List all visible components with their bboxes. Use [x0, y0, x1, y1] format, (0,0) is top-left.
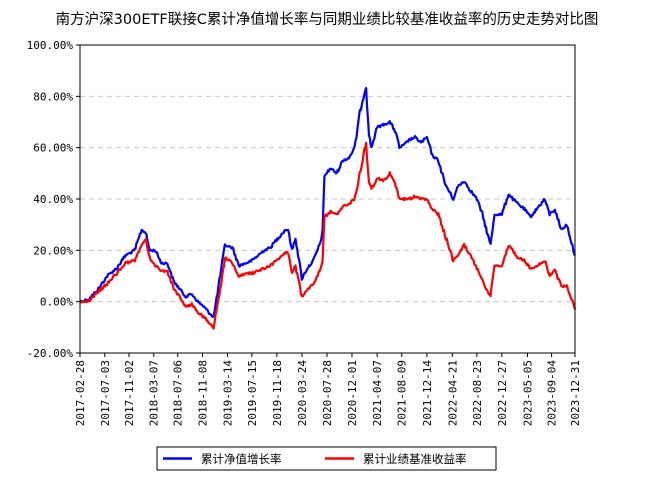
x-tick-label: 2018-03-07: [148, 360, 161, 426]
x-tick-label: 2020-12-01: [346, 360, 359, 426]
x-tick-label: 2021-04-07: [371, 360, 384, 426]
x-tick-label: 2022-08-23: [471, 360, 484, 426]
y-tick-label: 20.00%: [33, 244, 73, 257]
x-tick-label: 2017-07-03: [99, 360, 112, 426]
x-tick-label: 2019-03-14: [221, 360, 234, 427]
series-layer: [79, 87, 577, 330]
x-tick-label: 2023-05-05: [521, 360, 534, 426]
x-axis: 2017-02-28 2017-07-03 2017-11-02 2018-03-07…: [74, 353, 582, 426]
x-tick-label: 2022-04-21: [446, 360, 459, 426]
y-tick-label: 60.00%: [33, 142, 73, 155]
x-tick-label: 2017-11-02: [123, 360, 136, 426]
x-tick-label: 2021-08-09: [396, 360, 409, 426]
y-tick-label: 100.00%: [27, 39, 74, 52]
x-tick-label: 2021-12-14: [421, 360, 434, 427]
x-tick-label: 2023-12-31: [569, 360, 582, 426]
x-tick-label: 2020-07-28: [321, 360, 334, 426]
series-line-nav: [79, 87, 576, 318]
x-tick-label: 2017-02-28: [74, 360, 87, 426]
y-tick-label: -20.00%: [27, 347, 74, 360]
y-axis: -20.00% 0.00% 20.00% 40.00% 60.00% 80.00% 100.…: [27, 39, 80, 360]
series-line-benchmark: [79, 141, 577, 330]
grid: [80, 95, 575, 303]
x-tick-label: 2020-03-24: [296, 360, 309, 427]
x-tick-label: 2018-07-06: [172, 360, 185, 426]
x-tick-label: 2019-11-18: [271, 360, 284, 426]
y-tick-label: 80.00%: [33, 90, 73, 103]
y-tick-label: 40.00%: [33, 193, 73, 206]
y-tick-label: 0.00%: [40, 296, 73, 309]
x-tick-label: 2022-12-27: [496, 360, 509, 426]
legend-label-nav: 累计净值增长率: [201, 452, 282, 466]
chart-title: 南方沪深300ETF联接C累计净值增长率与同期业绩比较基准收益率的历史走势对比图: [56, 10, 599, 28]
x-tick-label: 2023-09-04: [546, 360, 559, 427]
x-tick-label: 2019-07-15: [246, 360, 259, 426]
legend: 累计净值增长率 累计业绩基准收益率: [156, 446, 497, 471]
x-tick-label: 2018-11-08: [197, 360, 210, 426]
legend-label-benchmark: 累计业绩基准收益率: [363, 452, 467, 466]
